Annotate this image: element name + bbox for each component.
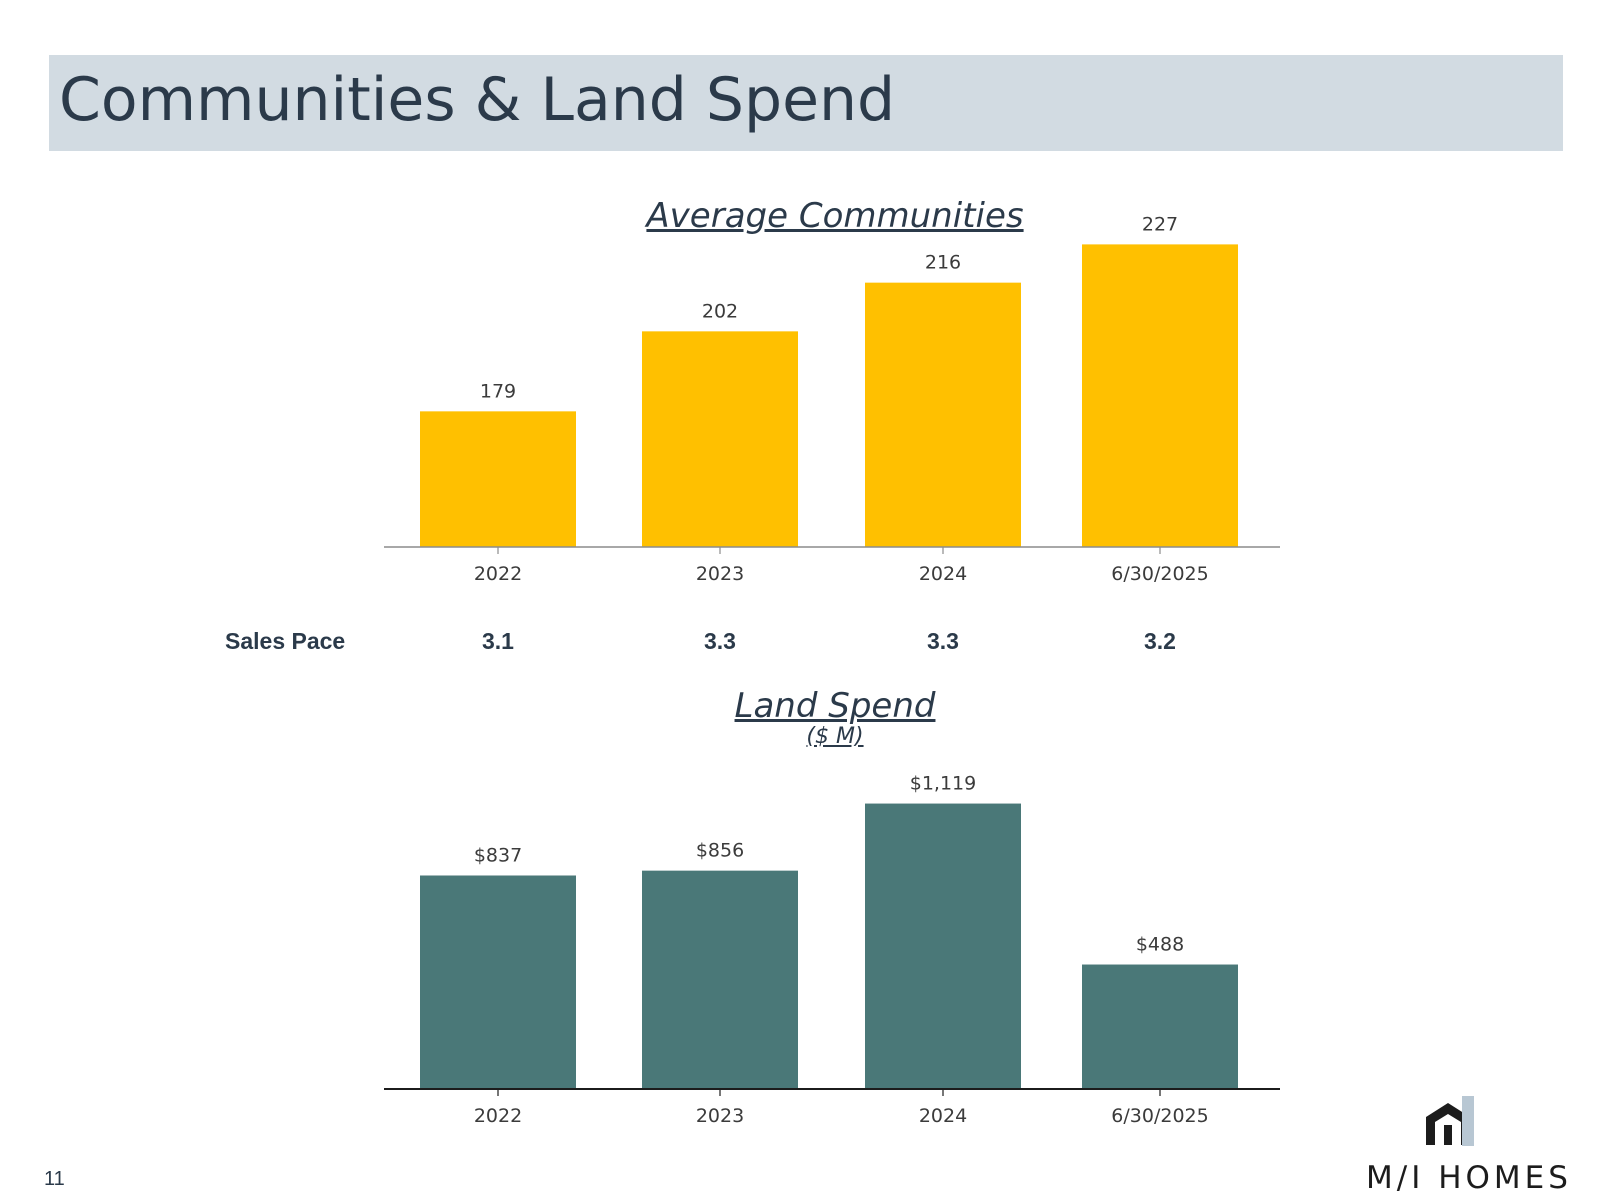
sales-pace-value: 3.1 bbox=[482, 628, 514, 654]
bar-2024 bbox=[865, 282, 1021, 547]
bar-2022 bbox=[420, 411, 576, 547]
data-label: $856 bbox=[696, 840, 744, 862]
bar-6-30-2025 bbox=[1082, 244, 1238, 548]
bar-2023 bbox=[642, 331, 798, 547]
bar-2024 bbox=[865, 803, 1021, 1089]
x-axis-tick-label: 2022 bbox=[474, 1105, 522, 1127]
data-label: $488 bbox=[1136, 934, 1184, 956]
x-axis-tick-label: 6/30/2025 bbox=[1111, 563, 1208, 585]
data-label: 216 bbox=[925, 252, 961, 274]
x-axis-tick-label: 2023 bbox=[696, 563, 744, 585]
logo-text: M/I HOMES bbox=[1366, 1160, 1572, 1196]
sales-pace-value: 3.3 bbox=[927, 628, 959, 654]
page-title: Communities & Land Spend bbox=[59, 65, 896, 135]
title-bar: Communities & Land Spend bbox=[49, 55, 1563, 151]
sales-pace-value: 3.3 bbox=[704, 628, 736, 654]
mi-homes-logo-icon bbox=[1426, 1096, 1474, 1146]
x-axis-tick-label: 2024 bbox=[919, 1105, 967, 1127]
bar-6-30-2025 bbox=[1082, 964, 1238, 1089]
average-communities-chart: 179 2022 202 2023 216 2024 227 6/30/2025 bbox=[384, 213, 1280, 585]
x-axis-tick-label: 2023 bbox=[696, 1105, 744, 1127]
sales-pace-label: Sales Pace bbox=[225, 628, 346, 654]
data-label: 179 bbox=[480, 380, 516, 402]
bar-2022 bbox=[420, 875, 576, 1089]
x-axis-tick-label: 2022 bbox=[474, 563, 522, 585]
data-label: 227 bbox=[1142, 213, 1178, 235]
x-axis-tick-label: 6/30/2025 bbox=[1111, 1105, 1208, 1127]
data-label: $837 bbox=[474, 844, 522, 866]
chart-subtitle-land-spend: ($ M) bbox=[806, 724, 864, 749]
x-axis-tick-label: 2024 bbox=[919, 563, 967, 585]
page-number: 11 bbox=[44, 1168, 65, 1190]
sales-pace-value: 3.2 bbox=[1144, 628, 1176, 654]
chart-title-land-spend: Land Spend bbox=[734, 686, 936, 726]
data-label: 202 bbox=[702, 300, 738, 322]
data-label: $1,119 bbox=[910, 773, 976, 795]
bar-2023 bbox=[642, 870, 798, 1089]
chart-title-average-communities: Average Communities bbox=[646, 196, 1024, 236]
